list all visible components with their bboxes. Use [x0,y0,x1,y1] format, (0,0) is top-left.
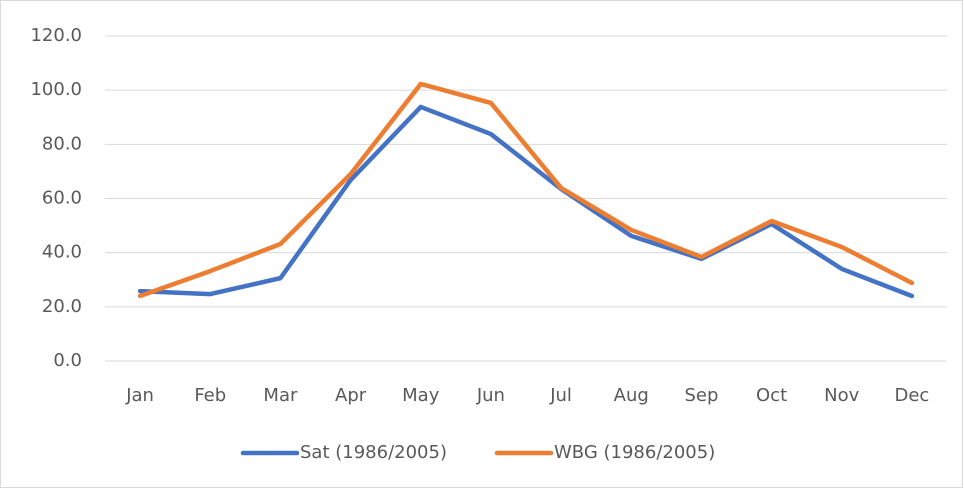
series-line [137,81,915,299]
x-tick-label: Mar [263,385,298,406]
x-tick-label: Feb [194,385,226,406]
x-tick-label: May [402,385,440,406]
y-tick-label: 100.0 [30,79,82,100]
y-tick-label: 120.0 [30,25,82,46]
y-tick-label: 60.0 [42,188,82,209]
x-tick-label: Dec [894,385,929,406]
series-line [137,104,915,299]
legend-label: Sat (1986/2005) [300,442,447,463]
x-tick-label: Nov [824,385,859,406]
x-tick-label: Aug [614,385,649,406]
legend-label: WBG (1986/2005) [554,442,715,463]
y-tick-label: 40.0 [42,242,82,263]
x-tick-label: Apr [335,385,367,406]
x-tick-label: Sep [684,385,718,406]
x-tick-label: Jun [476,385,505,406]
y-tick-label: 80.0 [42,133,82,154]
x-tick-label: Oct [756,385,787,406]
x-tick-label: Jan [125,385,154,406]
y-tick-label: 20.0 [42,296,82,317]
x-tick-label: Jul [549,385,572,406]
y-tick-label: 0.0 [53,350,82,371]
